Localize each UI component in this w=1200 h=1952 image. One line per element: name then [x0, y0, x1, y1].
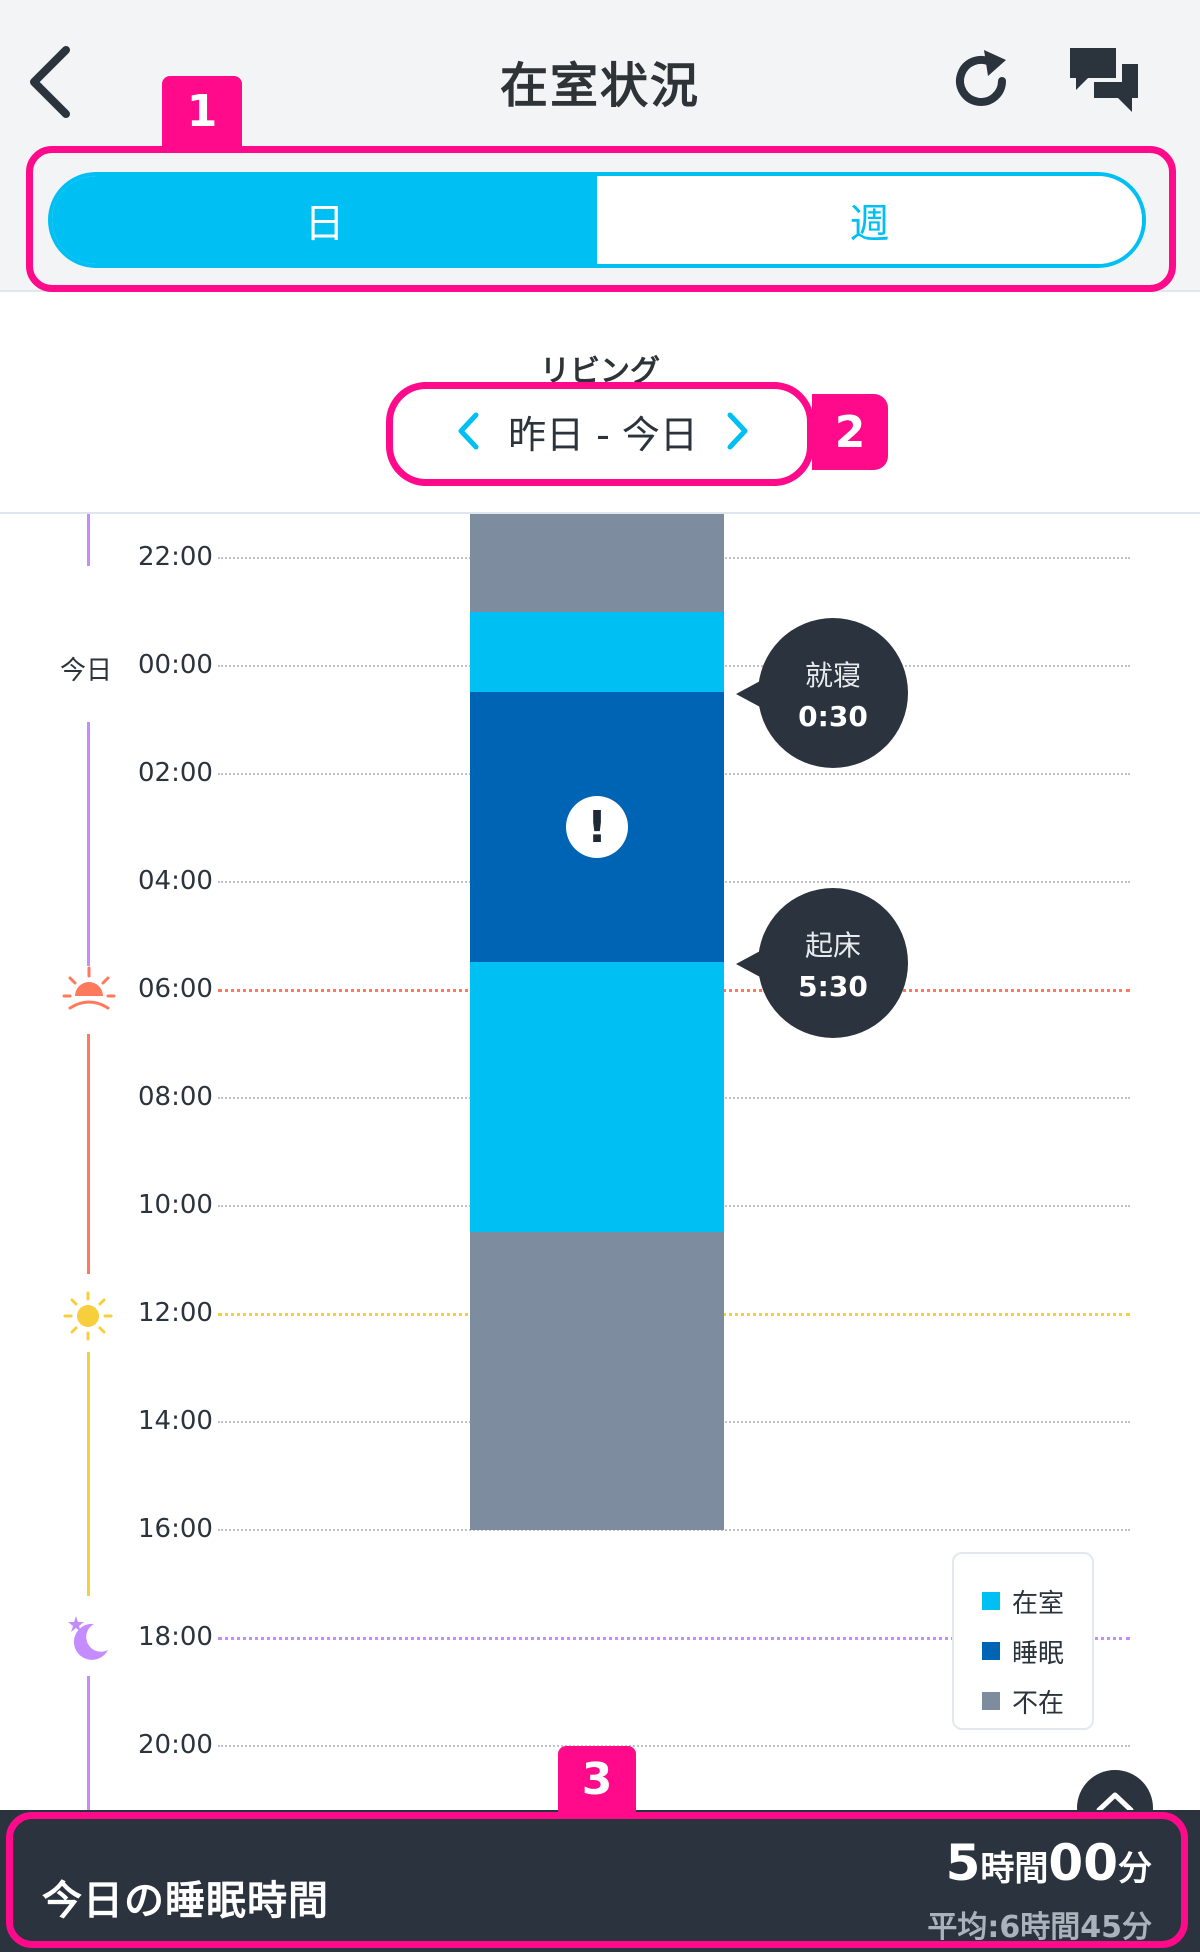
legend-item-absent: 不在: [982, 1676, 1092, 1726]
time-label: 16:00: [138, 1514, 213, 1544]
chevron-up-icon: [1096, 1792, 1134, 1813]
bedtime-label: 就寝: [804, 658, 861, 692]
bedtime-time: 0:30: [798, 699, 868, 733]
next-date-button[interactable]: [718, 406, 758, 456]
time-label: 20:00: [138, 1730, 213, 1760]
wakeup-label: 起床: [804, 928, 861, 962]
time-label: 08:00: [138, 1082, 213, 1112]
legend-item-present: 在室: [982, 1576, 1092, 1626]
time-label: 06:00: [138, 974, 213, 1004]
time-label: 04:00: [138, 866, 213, 896]
gridline-evening: [218, 1637, 1130, 1640]
legend-label-present: 在室: [1012, 1588, 1065, 1619]
sleep-duration: 5時間00分: [946, 1834, 1152, 1892]
app-header: 在室状況 日 週: [0, 0, 1200, 292]
time-label: 22:00: [138, 542, 213, 572]
date-range: 昨日 - 今日: [508, 412, 698, 457]
exclamation-icon[interactable]: !: [566, 796, 628, 858]
sleep-hours: 5: [945, 1834, 981, 1892]
legend-label-sleep: 睡眠: [1012, 1638, 1065, 1669]
refresh-icon: [956, 50, 1006, 106]
sun-icon: [63, 1291, 113, 1341]
chevron-left-icon: [458, 412, 479, 450]
back-button[interactable]: [22, 44, 82, 120]
refresh-button[interactable]: [946, 46, 1016, 116]
content-divider: [0, 512, 1200, 514]
time-label: 14:00: [138, 1406, 213, 1436]
chevron-right-icon: [727, 412, 748, 450]
sleep-hours-unit: 時間: [980, 1849, 1049, 1889]
prev-date-button[interactable]: [448, 406, 488, 456]
time-label: 12:00: [138, 1298, 213, 1328]
wakeup-bubble: 起床 5:30: [736, 888, 908, 1038]
chat-button[interactable]: [1066, 44, 1144, 116]
timeline-axis-night: [87, 514, 90, 566]
legend-label-absent: 不在: [1012, 1688, 1065, 1719]
chat-bubbles-icon: [1070, 48, 1138, 112]
time-label: 18:00: [138, 1622, 213, 1652]
annotation-tag-3: 3: [558, 1746, 636, 1812]
timeline-axis-evening: [87, 1676, 90, 1814]
time-label: 10:00: [138, 1190, 213, 1220]
legend: 在室 睡眠 不在: [952, 1552, 1094, 1730]
time-label: 02:00: [138, 758, 213, 788]
sleep-average: 平均:6時間45分: [927, 1910, 1152, 1945]
legend-swatch-sleep: [982, 1642, 1000, 1660]
moon-icon: [68, 1616, 108, 1660]
gridline: [218, 1745, 1130, 1747]
wakeup-time: 5:30: [798, 969, 868, 1003]
legend-swatch-absent: [982, 1692, 1000, 1710]
sleep-summary-title: 今日の睡眠時間: [42, 1878, 329, 1924]
bedtime-bubble: 就寝 0:30: [736, 618, 908, 768]
sleep-minutes: 00: [1048, 1834, 1118, 1892]
toggle-week[interactable]: 週: [597, 176, 1142, 264]
sunrise-icon: [62, 966, 116, 1010]
gridline: [218, 1529, 1130, 1531]
segment-absent: [470, 1232, 724, 1530]
timeline-axis-night: [87, 722, 90, 966]
chevron-left-icon: [30, 46, 70, 118]
annotation-tag-1: 1: [162, 76, 242, 146]
timeline-axis-afternoon: [87, 1352, 90, 1596]
page-title: 在室状況: [499, 58, 700, 114]
time-label: 00:00: [138, 650, 213, 680]
period-toggle: 日 週: [48, 172, 1146, 268]
sleep-summary-footer: 今日の睡眠時間 5時間00分 平均:6時間45分: [0, 1810, 1200, 1952]
room-name: リビング: [540, 354, 660, 389]
day-marker: 今日: [60, 656, 113, 686]
date-navigator: 昨日 - 今日: [448, 402, 758, 460]
timeline-axis-morning: [87, 1034, 90, 1274]
timeline: 22:00 今日 00:00 02:00 04:00 06:00 08:00 1…: [0, 514, 1200, 1814]
segment-present: [470, 962, 724, 1232]
segment-present: [470, 612, 724, 692]
sleep-minutes-unit: 分: [1118, 1849, 1152, 1889]
legend-item-sleep: 睡眠: [982, 1626, 1092, 1676]
annotation-tag-2: 2: [812, 394, 888, 470]
legend-swatch-present: [982, 1592, 1000, 1610]
segment-absent: [470, 514, 724, 612]
toggle-day[interactable]: 日: [52, 176, 597, 264]
